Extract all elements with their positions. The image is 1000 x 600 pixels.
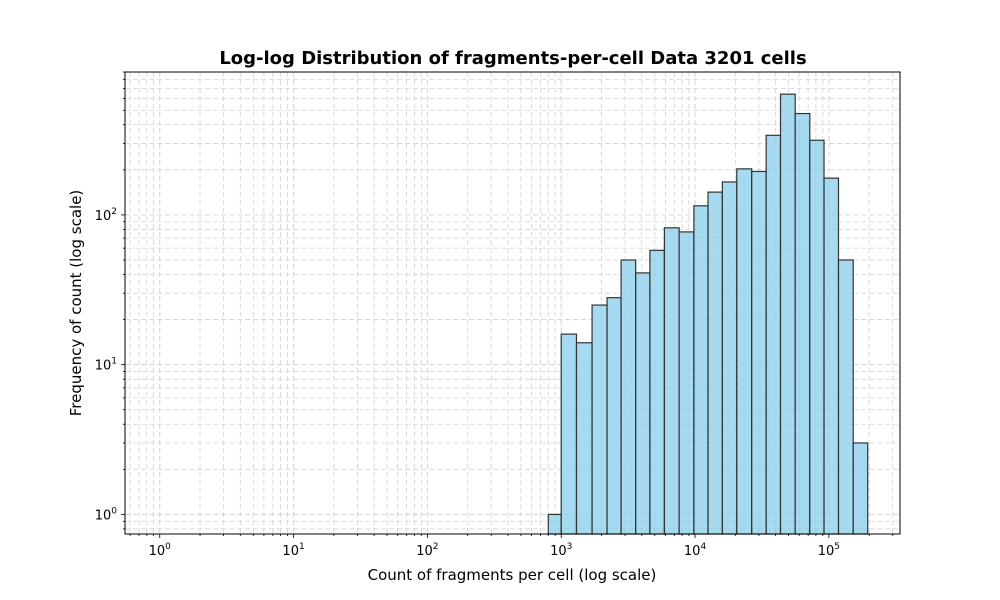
histogram-bar	[794, 112, 811, 535]
y-axis-label: Frequency of count (log scale)	[67, 190, 85, 417]
x-tick-label: 102	[416, 542, 438, 559]
y-tick-label: 101	[95, 357, 117, 374]
y-tick-label: 100	[95, 506, 118, 523]
x-tick-label: 104	[684, 542, 707, 559]
histogram-bar	[663, 227, 680, 535]
histogram-bar	[809, 139, 825, 535]
histogram-bar	[837, 259, 854, 535]
histogram-bar	[736, 168, 753, 535]
histogram-bar	[779, 93, 796, 535]
histogram-bar	[765, 134, 782, 535]
chart-title: Log-log Distribution of fragments-per-ce…	[219, 48, 806, 69]
histogram-bar	[591, 304, 608, 535]
histogram-bar	[635, 272, 651, 535]
histogram-bar	[547, 513, 562, 535]
histogram-bar	[751, 170, 767, 535]
histogram-bar	[693, 205, 709, 535]
histogram-bar	[678, 231, 695, 535]
histogram-bar	[649, 249, 665, 535]
x-tick-label: 105	[818, 542, 840, 559]
histogram-bar	[620, 259, 637, 535]
x-axis-label: Count of fragments per cell (log scale)	[368, 566, 657, 584]
histogram-bar	[560, 333, 578, 535]
histogram-bar	[852, 442, 869, 535]
axis-ticks: 100 101 102 103 104 105 100 101 102	[95, 71, 894, 559]
x-tick-label: 103	[550, 542, 572, 559]
x-tick-label: 100	[149, 542, 172, 559]
histogram-bar	[575, 342, 593, 535]
grid	[125, 71, 900, 534]
histogram-bar	[606, 297, 622, 535]
histogram-bar	[721, 181, 738, 535]
bars	[547, 93, 869, 535]
y-tick-label: 102	[95, 207, 117, 224]
plot-frame	[124, 71, 901, 535]
histogram-bar	[823, 177, 840, 535]
x-tick-label: 101	[282, 542, 304, 559]
histogram-bar	[707, 191, 723, 535]
